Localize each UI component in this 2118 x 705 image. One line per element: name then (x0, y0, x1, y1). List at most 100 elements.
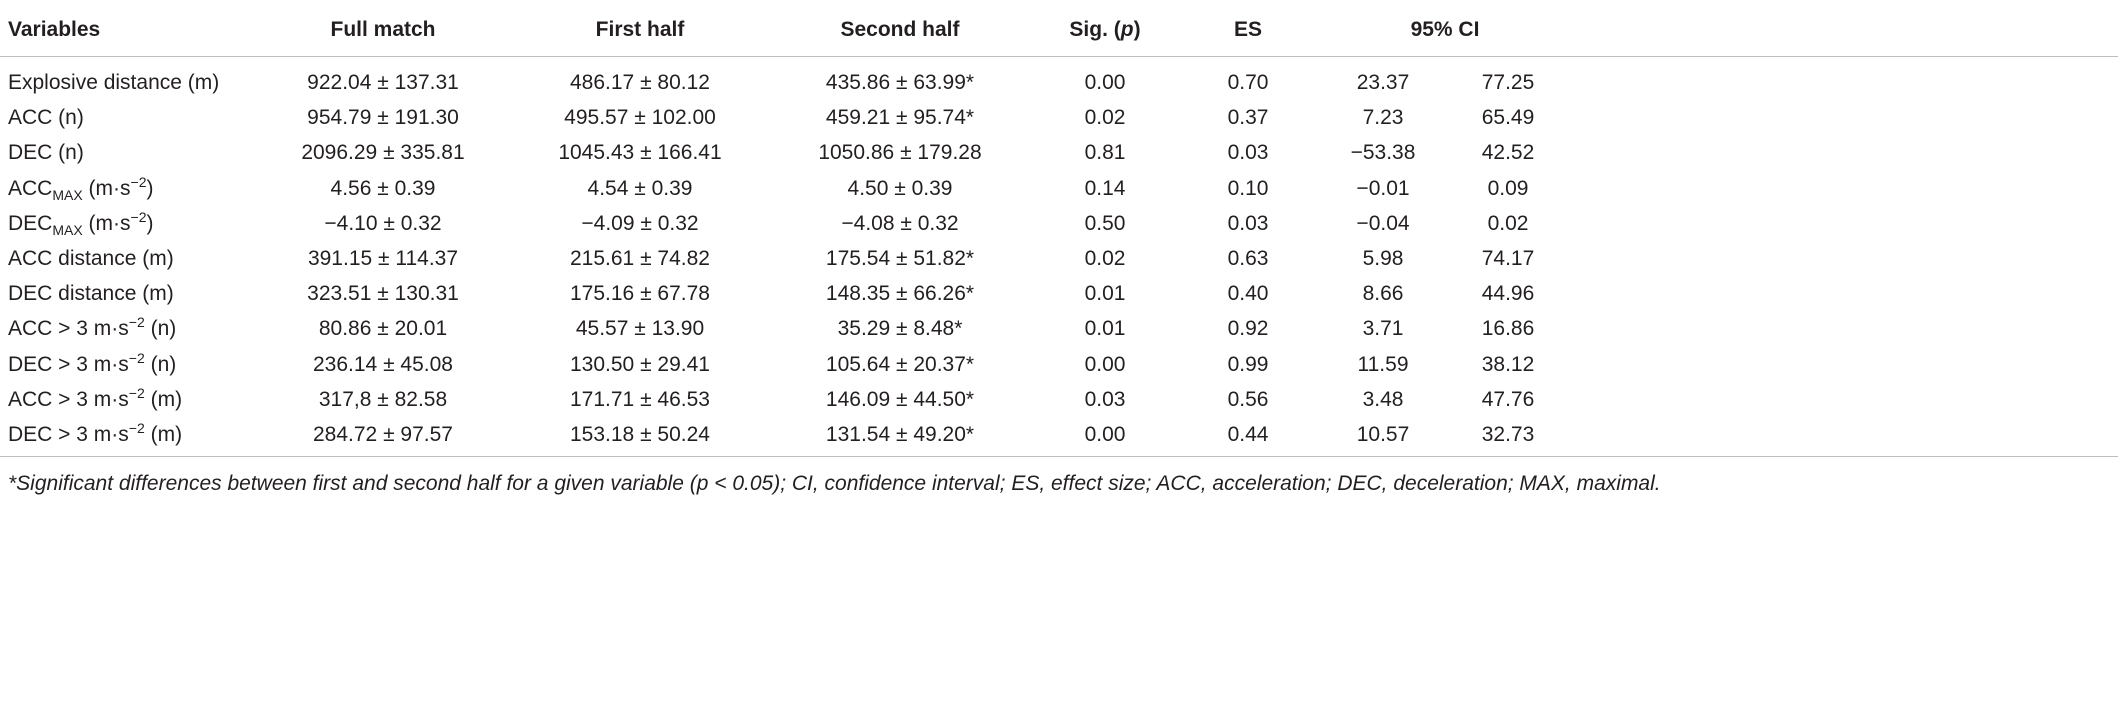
row-label-part: (m·s (82, 211, 131, 235)
table-cell: 236.14 ± 45.08 (313, 352, 453, 376)
table-cell: 0.10 (1227, 176, 1269, 200)
column-header: 95% CI (1410, 18, 1480, 41)
table-cell: 1045.43 ± 166.41 (558, 141, 722, 165)
row-label-sub: MAX (52, 186, 83, 203)
table-cell: 0.02 (1084, 106, 1126, 130)
table-cell: 0.56 (1227, 387, 1269, 411)
row-label-sup: −2 (128, 420, 145, 436)
row-label: ACC > 3 m·s−2 (m) (8, 386, 183, 413)
column-header: Full match (330, 18, 436, 41)
table-cell: 105.64 ± 20.37* (825, 352, 975, 376)
table-cell: 0.99 (1227, 352, 1269, 376)
table-cell: 0.92 (1227, 317, 1269, 341)
row-label-part: DEC > 3 m·s (8, 423, 129, 446)
row-label-part: ) (146, 211, 154, 235)
table-cell: 153.18 ± 50.24 (570, 423, 710, 446)
table-cell: 23.37 (1356, 71, 1410, 94)
table-cell: 0.00 (1084, 423, 1126, 446)
table-cell: 922.04 ± 137.31 (307, 71, 459, 94)
row-label-sup: −2 (130, 173, 147, 190)
row-label-part: (n) (144, 352, 177, 376)
table-cell: −0.04 (1356, 211, 1410, 235)
table-cell: 32.73 (1481, 423, 1535, 446)
table-cell: 215.61 ± 74.82 (570, 247, 710, 270)
table-cell: −53.38 (1350, 141, 1416, 165)
row-label: DEC > 3 m·s−2 (m) (8, 420, 183, 448)
table-cell: 495.57 ± 102.00 (564, 106, 716, 130)
table-cell: 175.54 ± 51.82* (825, 247, 975, 270)
column-header-part: Sig. ( (1069, 18, 1121, 41)
table-cell: 7.23 (1362, 106, 1404, 130)
table-cell: 1050.86 ± 179.28 (818, 141, 982, 165)
table-bottom-rule (0, 456, 2118, 457)
row-label: DECMAX (m·s−2) (8, 208, 154, 238)
column-header-part: ) (1133, 18, 1141, 41)
table-cell: 435.86 ± 63.99* (825, 71, 975, 94)
row-label-sub: MAX (52, 221, 83, 238)
table-cell: 0.09 (1487, 176, 1529, 200)
table-cell: 5.98 (1362, 247, 1404, 270)
table-cell: 131.54 ± 49.20* (825, 423, 975, 446)
table-cell: 0.00 (1084, 352, 1126, 376)
table-cell: 0.01 (1084, 282, 1126, 306)
table-cell: 47.76 (1481, 387, 1535, 411)
row-label: DEC (n) (8, 141, 84, 165)
column-header: Second half (840, 18, 960, 41)
table-cell: 16.86 (1481, 317, 1535, 341)
table-cell: 10.57 (1356, 423, 1410, 446)
table-cell: 284.72 ± 97.57 (313, 423, 453, 446)
table-cell: 0.03 (1227, 211, 1269, 235)
row-label-sup: −2 (128, 314, 145, 331)
table-cell: 0.37 (1227, 106, 1269, 130)
row-label-part: (m·s (82, 176, 131, 200)
table-cell: 0.81 (1084, 141, 1126, 165)
table-cell: −0.01 (1356, 176, 1410, 200)
table-cell: 0.40 (1227, 282, 1269, 306)
table-cell: 3.48 (1362, 387, 1404, 411)
table-cell: 4.50 ± 0.39 (847, 176, 953, 200)
row-label-sup: −2 (128, 349, 145, 366)
table-cell: −4.10 ± 0.32 (324, 211, 442, 235)
table-cell: 42.52 (1481, 141, 1535, 165)
row-label-part: DEC (8, 211, 53, 235)
table-cell: 0.03 (1084, 387, 1126, 411)
table-cell: 0.44 (1227, 423, 1269, 446)
row-label: Explosive distance (m) (8, 71, 220, 94)
table-cell: 65.49 (1481, 106, 1535, 130)
table-cell: 77.25 (1481, 71, 1535, 94)
table-cell: 4.56 ± 0.39 (330, 176, 436, 200)
column-header-italic: p (1120, 18, 1134, 41)
table-cell: 80.86 ± 20.01 (318, 317, 448, 341)
table-cell: 0.00 (1084, 71, 1126, 94)
table-cell: 8.66 (1362, 282, 1404, 306)
table-cell: 0.03 (1227, 141, 1269, 165)
table-cell: 74.17 (1481, 247, 1535, 270)
table-cell: 0.70 (1227, 71, 1269, 94)
row-label-part: (m) (144, 423, 183, 446)
row-label-part: (m) (144, 387, 183, 411)
header-rule (0, 56, 2118, 57)
row-label: ACC distance (m) (8, 247, 174, 270)
table-cell: 391.15 ± 114.37 (307, 247, 459, 270)
table-cell: 175.16 ± 67.78 (570, 282, 710, 306)
column-header: Variables (8, 18, 101, 41)
footnote: *Significant differences between first a… (8, 472, 1661, 495)
table-cell: 146.09 ± 44.50* (825, 387, 975, 411)
column-header: First half (595, 18, 685, 41)
table-cell: −4.09 ± 0.32 (581, 211, 699, 235)
row-label: ACCMAX (m·s−2) (8, 173, 153, 203)
table-cell: 171.71 ± 46.53 (570, 387, 710, 411)
table-cell: 11.59 (1357, 352, 1409, 376)
row-label-part: ACC > 3 m·s (8, 387, 129, 411)
table-cell: 0.01 (1084, 317, 1126, 341)
table-cell: 35.29 ± 8.48* (837, 317, 963, 341)
table-cell: 45.57 ± 13.90 (575, 317, 705, 341)
row-label-part: ACC > 3 m·s (8, 317, 129, 341)
table-cell: 2096.29 ± 335.81 (301, 141, 465, 165)
row-label-sup: −2 (130, 208, 147, 225)
table-cell: 148.35 ± 66.26* (825, 282, 975, 306)
table-cell: 44.96 (1481, 282, 1535, 306)
table-cell: 0.63 (1227, 247, 1269, 270)
table-cell: −4.08 ± 0.32 (841, 211, 959, 235)
